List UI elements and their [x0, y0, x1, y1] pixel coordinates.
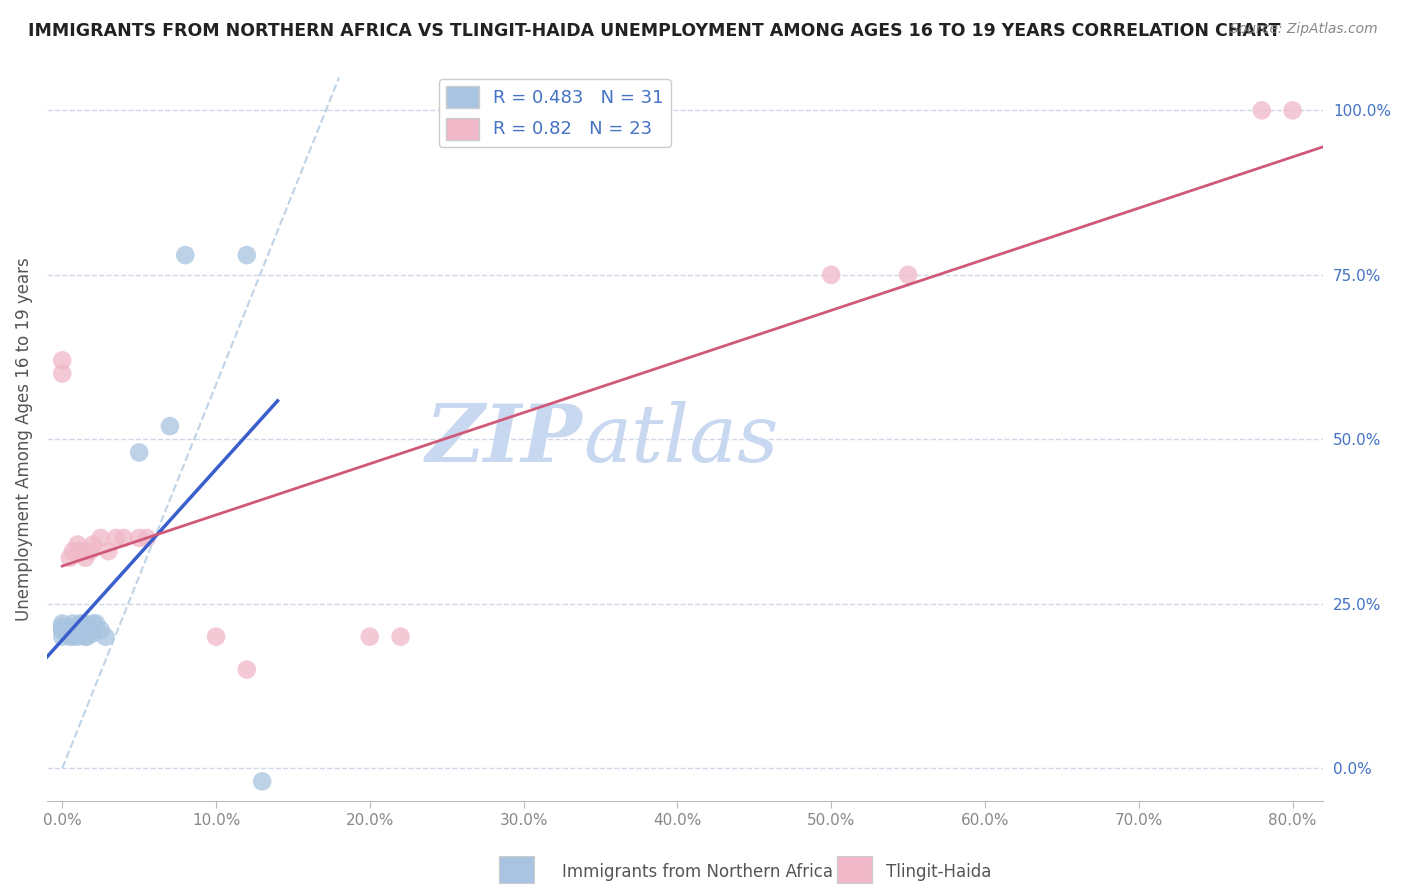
Point: [62, 616, 84, 631]
Point: [79, 623, 101, 637]
Point: [79, 544, 101, 558]
Point: [75, 630, 97, 644]
Point: [205, 630, 228, 644]
Point: [82, 616, 104, 631]
Point: [75, 623, 97, 637]
Point: [66, 630, 89, 644]
Text: Source: ZipAtlas.com: Source: ZipAtlas.com: [1230, 22, 1378, 37]
Point: [897, 268, 920, 282]
Point: [51, 353, 73, 368]
Point: [236, 248, 259, 262]
Text: ZIP: ZIP: [426, 401, 583, 478]
Point: [389, 630, 412, 644]
Point: [128, 531, 150, 545]
Point: [105, 531, 128, 545]
Text: Tlingit-Haida: Tlingit-Haida: [886, 863, 991, 881]
Point: [51, 630, 73, 644]
Legend: R = 0.483   N = 31, R = 0.82   N = 23: R = 0.483 N = 31, R = 0.82 N = 23: [439, 79, 671, 147]
Point: [63, 620, 86, 634]
Point: [820, 268, 842, 282]
Point: [62, 544, 84, 558]
Point: [73, 616, 96, 631]
Point: [66, 623, 89, 637]
Text: IMMIGRANTS FROM NORTHERN AFRICA VS TLINGIT-HAIDA UNEMPLOYMENT AMONG AGES 16 TO 1: IMMIGRANTS FROM NORTHERN AFRICA VS TLING…: [28, 22, 1281, 40]
Point: [236, 663, 259, 677]
Point: [1281, 103, 1303, 118]
Point: [82, 623, 104, 637]
Point: [51, 620, 73, 634]
Point: [135, 531, 157, 545]
Point: [51, 616, 73, 631]
Point: [174, 248, 197, 262]
Point: [97, 544, 120, 558]
Point: [59, 630, 82, 644]
Point: [90, 531, 112, 545]
Y-axis label: Unemployment Among Ages 16 to 19 years: Unemployment Among Ages 16 to 19 years: [15, 258, 32, 621]
Point: [90, 623, 112, 637]
Point: [51, 623, 73, 637]
Point: [59, 623, 82, 637]
Point: [51, 623, 73, 637]
Point: [112, 531, 135, 545]
Point: [94, 630, 117, 644]
Point: [76, 630, 98, 644]
Point: [62, 630, 84, 644]
Point: [359, 630, 381, 644]
Point: [66, 626, 89, 640]
Point: [82, 626, 104, 640]
Point: [51, 367, 73, 381]
Text: atlas: atlas: [583, 401, 779, 478]
Point: [159, 419, 181, 434]
Point: [128, 445, 150, 459]
Point: [69, 544, 91, 558]
Point: [59, 550, 82, 565]
Point: [250, 774, 273, 789]
Text: Immigrants from Northern Africa: Immigrants from Northern Africa: [562, 863, 834, 881]
Point: [75, 550, 97, 565]
Point: [84, 616, 107, 631]
Point: [69, 623, 91, 637]
Point: [66, 537, 89, 551]
Point: [69, 616, 91, 631]
Point: [1250, 103, 1272, 118]
Point: [82, 537, 104, 551]
